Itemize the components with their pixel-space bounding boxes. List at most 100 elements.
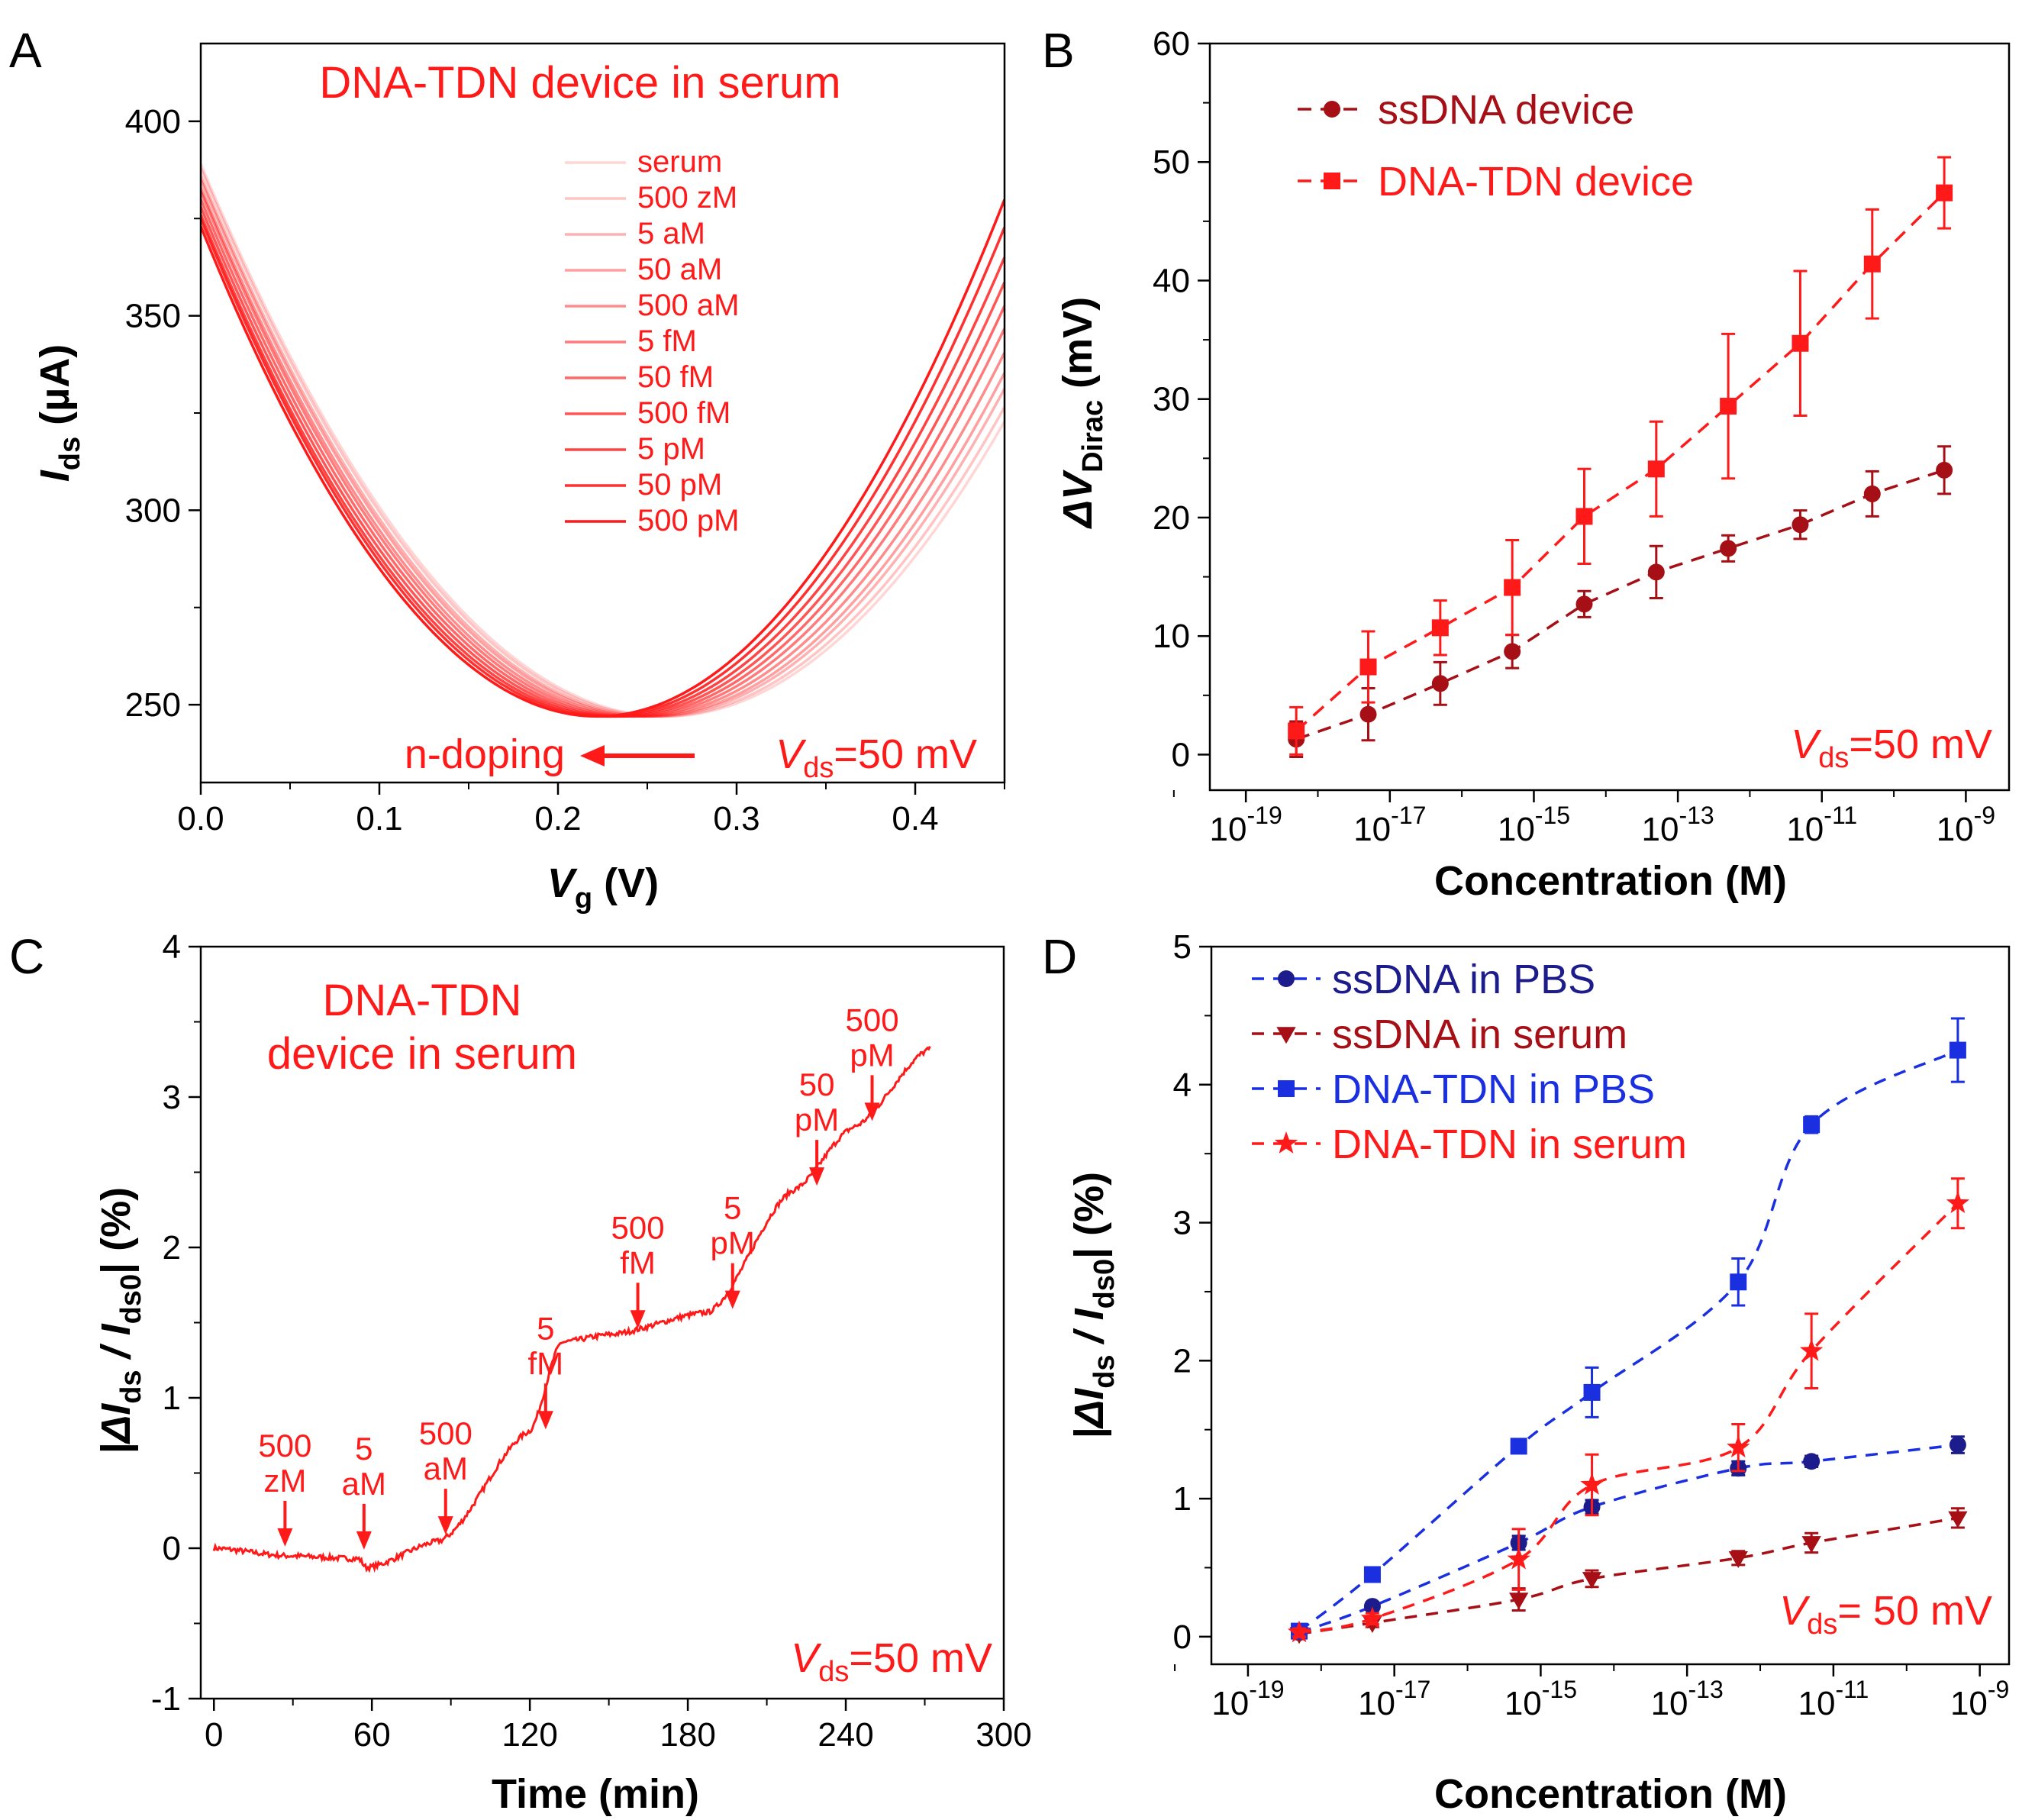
x-tick-label: 0: [205, 1716, 223, 1754]
vds-label-v: V: [1791, 721, 1822, 767]
series-line: [1298, 1516, 1959, 1635]
legend-label: 5 pM: [637, 432, 705, 466]
y-tick-label: 0: [163, 1530, 181, 1567]
x-tick-base: 10: [1950, 1685, 1988, 1722]
vds-label-value: =50 mV: [849, 1635, 992, 1681]
data-point: [1507, 1547, 1530, 1570]
addition-label-value: 500: [419, 1415, 472, 1451]
addition-label-value: 5: [355, 1431, 372, 1467]
current-trace: [212, 1046, 931, 1573]
data-point: [1730, 1273, 1747, 1291]
y-tick-label: 300: [125, 492, 181, 529]
y-axis-label-sub: ds: [54, 437, 86, 470]
legend-swatch-marker: [1276, 1027, 1296, 1044]
y-axis-label-var: |ΔI: [1066, 1388, 1112, 1439]
x-tick-base: 10: [1937, 811, 1974, 848]
addition-arrow-head: [277, 1528, 293, 1547]
addition-arrow-head: [724, 1290, 740, 1309]
legend-label: DNA-TDN in PBS: [1332, 1067, 1655, 1112]
data-point: [1575, 508, 1593, 525]
x-tick-label: 0.3: [713, 800, 759, 837]
x-axis-label: Concentration (M): [1434, 1771, 1787, 1816]
legend-label: ssDNA in serum: [1332, 1012, 1627, 1057]
vds-label-sub: ds: [1818, 742, 1849, 774]
plot-frame-b: [1208, 42, 2011, 792]
legend-label: 50 fM: [637, 360, 714, 394]
x-axis-label: Concentration (M): [1434, 858, 1787, 904]
data-point: [1647, 563, 1665, 581]
n-doping-label: n-doping: [405, 731, 565, 777]
vds-label-sub: ds: [803, 752, 834, 784]
x-tick-base: 10: [1358, 1685, 1395, 1722]
vds-label-v: V: [776, 731, 807, 777]
x-tick-exponent: -19: [1247, 802, 1282, 829]
data-point: [1720, 398, 1737, 415]
addition-label-value: 5: [724, 1190, 741, 1226]
data-point: [1431, 619, 1449, 637]
data-point: [1800, 1338, 1824, 1361]
addition-label-value: 500: [258, 1428, 311, 1463]
data-point: [1580, 1473, 1604, 1495]
y-tick-label: 3: [1173, 1205, 1192, 1242]
legend-label: 50 aM: [637, 253, 722, 286]
y-tick-label: 1: [1173, 1480, 1192, 1518]
n-doping-arrow-head: [580, 745, 605, 766]
y-axis-label-var: ΔV: [1055, 470, 1101, 529]
x-tick-label: 10-19: [1210, 802, 1282, 848]
x-tick-label: 120: [501, 1716, 557, 1754]
data-point: [1359, 658, 1377, 676]
y-axis-label-unit: (µA): [32, 344, 78, 437]
x-tick-label: 60: [353, 1716, 391, 1754]
x-axis-label-unit: (V): [592, 860, 659, 906]
y-tick-label: 2: [163, 1229, 181, 1267]
chart-title-line: device in serum: [267, 1029, 577, 1079]
data-point: [1801, 1536, 1821, 1554]
addition-label-unit: zM: [263, 1463, 306, 1499]
addition-label-unit: pM: [795, 1102, 839, 1138]
data-point: [1949, 1436, 1966, 1454]
y-tick-label: 40: [1153, 262, 1190, 299]
addition-arrow-head: [864, 1102, 880, 1121]
x-tick-base: 10: [1798, 1685, 1835, 1722]
y-tick-label: 4: [1173, 1067, 1192, 1104]
addition-label-value: 5: [537, 1310, 554, 1346]
vds-label-value: = 50 mV: [1837, 1588, 1992, 1634]
data-point: [1359, 705, 1377, 723]
y-axis-label-sub: Dirac: [1077, 400, 1109, 473]
y-axis-label-sub: ds: [115, 1370, 147, 1403]
vds-label: Vds=50 mV: [776, 731, 977, 784]
addition-label-unit: aM: [342, 1466, 386, 1502]
data-point: [1583, 1383, 1601, 1401]
y-axis-label: |ΔIds / Ids0| (%): [1066, 1172, 1121, 1439]
data-point: [1504, 579, 1521, 596]
addition-label-unit: fM: [528, 1345, 564, 1381]
x-tick-base: 10: [1211, 1685, 1249, 1722]
x-tick-base: 10: [1642, 811, 1679, 848]
chart-title: DNA-TDN device in serum: [319, 58, 840, 108]
data-point: [1363, 1566, 1381, 1583]
legend-label: DNA-TDN in serum: [1332, 1121, 1687, 1167]
y-axis-label-unit: | (%): [1066, 1172, 1113, 1259]
legend-label: 50 pM: [637, 468, 722, 502]
addition-label-unit: fM: [620, 1244, 656, 1280]
addition-label-value: 500: [846, 1002, 899, 1037]
transfer-curve: [201, 163, 1005, 718]
y-tick-label: 1: [163, 1380, 181, 1417]
x-tick-exponent: -15: [1535, 802, 1570, 829]
plot-frame-d: [1210, 945, 2011, 1666]
data-point: [1803, 1453, 1821, 1470]
data-point: [1647, 460, 1665, 478]
y-tick-label: 50: [1153, 144, 1190, 181]
y-tick-label: 20: [1153, 499, 1190, 537]
vds-label-value: =50 mV: [834, 731, 977, 777]
legend-label: 500 aM: [637, 289, 739, 322]
chart-title-line: DNA-TDN: [323, 976, 522, 1025]
legend-swatch-marker: [1278, 1080, 1295, 1097]
addition-label-unit: aM: [424, 1451, 468, 1486]
data-point: [1863, 255, 1881, 273]
addition-label-unit: pM: [850, 1037, 894, 1073]
x-tick-label: 300: [976, 1716, 1031, 1754]
x-axis-label-sub: g: [575, 883, 592, 915]
y-axis-label-sub2: ds0: [1088, 1259, 1121, 1309]
legend-label: 500 zM: [637, 181, 737, 215]
